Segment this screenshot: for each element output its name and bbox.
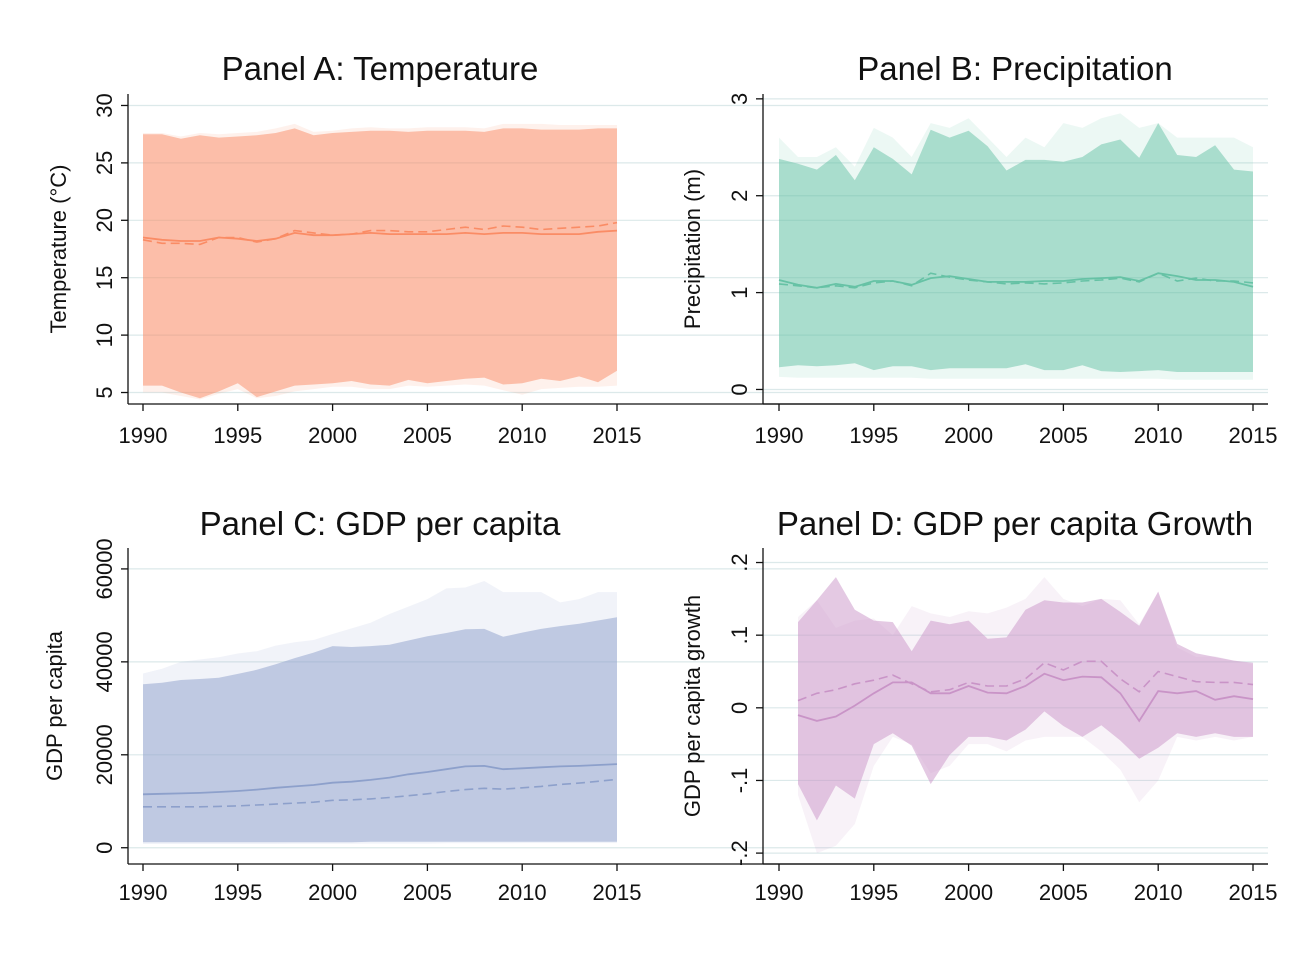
x-tick-label: 2005 <box>1039 880 1088 905</box>
panel-b: 0 1 2 3 1990 1995 2000 2005 2010 2015 Precipitatio… <box>680 50 1277 448</box>
mean-line <box>142 229 618 242</box>
x-tick-label: 1990 <box>119 423 168 448</box>
y-tick-label: 1 <box>727 286 752 298</box>
x-tick-label: 2015 <box>1229 423 1278 448</box>
y-tick-label: -.2 <box>727 840 752 866</box>
x-tick-label: 2000 <box>944 423 993 448</box>
panel-title: Panel D: GDP per capita Growth <box>777 505 1253 542</box>
y-axis-title: Temperature (°C) <box>46 165 71 334</box>
x-tick-label: 2000 <box>308 880 357 905</box>
y-tick-label: 3 <box>727 93 752 105</box>
x-tick-label: 2005 <box>1039 423 1088 448</box>
x-tick-label: 1995 <box>849 880 898 905</box>
y-tick-label: 10 <box>92 323 117 347</box>
median-line <box>778 272 1254 289</box>
x-tick-label: 1995 <box>213 880 262 905</box>
y-tick-label: 40000 <box>92 631 117 692</box>
median-line <box>143 778 618 808</box>
panel-title: Panel C: GDP per capita <box>200 505 561 542</box>
y-tick-label: 30 <box>92 93 117 117</box>
y-tick-label: 60000 <box>92 538 117 599</box>
median-line <box>142 221 618 246</box>
y-tick-label: .1 <box>727 626 752 644</box>
inner-band <box>143 617 617 843</box>
x-tick-label: 2000 <box>944 880 993 905</box>
y-tick-label: .2 <box>727 553 752 571</box>
y-axis-title: GDP per capita growth <box>680 595 705 817</box>
x-tick-label: 2010 <box>498 880 547 905</box>
panel-d: -.2 -.1 0 .1 .2 1990 1995 2000 2005 2010 2015 GDP p… <box>680 505 1277 905</box>
y-tick-label: -.1 <box>727 768 752 794</box>
y-axis-title: Precipitation (m) <box>680 169 705 329</box>
panel-title: Panel A: Temperature <box>222 50 539 87</box>
mean-line <box>142 763 618 796</box>
y-tick-label: 20000 <box>92 724 117 785</box>
mean-line <box>778 272 1254 289</box>
y-axis-title: GDP per capita <box>42 630 67 781</box>
inner-band <box>798 577 1253 821</box>
x-tick-label: 2010 <box>1134 423 1183 448</box>
x-tick-label: 1990 <box>755 423 804 448</box>
y-tick-label: 25 <box>92 151 117 175</box>
y-tick-label: 20 <box>92 208 117 232</box>
x-tick-label: 2015 <box>593 423 642 448</box>
y-tick-label: 0 <box>727 383 752 395</box>
y-tick-label: 5 <box>92 386 117 398</box>
y-tick-label: 0 <box>92 842 117 854</box>
x-tick-label: 1990 <box>119 880 168 905</box>
x-tick-label: 1995 <box>849 423 898 448</box>
x-tick-label: 2015 <box>1229 880 1278 905</box>
inner-band <box>143 128 617 399</box>
inner-band <box>779 123 1253 372</box>
y-tick-label: 15 <box>92 265 117 289</box>
x-tick-label: 2000 <box>308 423 357 448</box>
x-tick-label: 2005 <box>403 423 452 448</box>
x-tick-label: 2015 <box>593 880 642 905</box>
mean-line <box>797 672 1254 723</box>
median-line <box>797 660 1254 702</box>
x-tick-label: 2010 <box>498 423 547 448</box>
x-tick-label: 1995 <box>213 423 262 448</box>
panel-title: Panel B: Precipitation <box>857 50 1173 87</box>
x-tick-label: 1990 <box>755 880 804 905</box>
x-tick-label: 2010 <box>1134 880 1183 905</box>
y-tick-label: 2 <box>727 190 752 202</box>
x-tick-label: 2005 <box>403 880 452 905</box>
y-tick-label: 0 <box>727 702 752 714</box>
